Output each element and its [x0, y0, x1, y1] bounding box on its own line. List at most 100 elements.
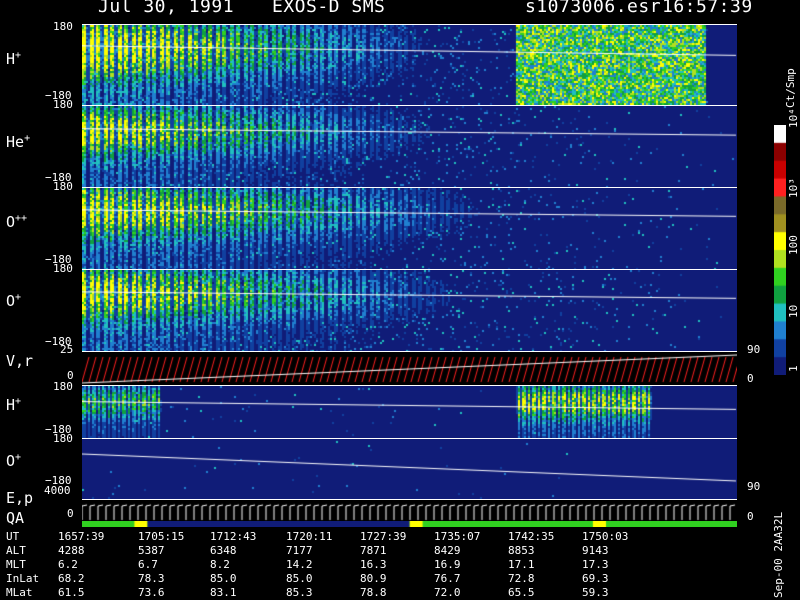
ytick-min: 0 — [67, 369, 74, 382]
colorbar-label: 10 — [787, 304, 800, 318]
ytick-max: 25 — [60, 343, 74, 356]
table-cell: 8853 — [508, 544, 535, 557]
ep-panel — [82, 499, 737, 523]
panel-label-vr: V,r — [6, 352, 34, 370]
table-row-label: MLT — [6, 558, 26, 571]
rtick-max: 90 — [747, 343, 761, 356]
qa-bar — [82, 521, 737, 527]
ytick-max: 180 — [53, 20, 73, 33]
plot-file: s1073006.esr — [525, 0, 662, 17]
ytick-max: 180 — [53, 380, 73, 393]
table-cell: 78.3 — [138, 572, 165, 585]
o-plus-lower-spectrogram — [82, 438, 737, 500]
ytick-min: −180 — [45, 474, 72, 487]
table-cell: 76.7 — [434, 572, 461, 585]
table-cell: 1720:11 — [286, 530, 333, 543]
ytick-min: −180 — [45, 423, 72, 436]
colorbar — [774, 125, 786, 375]
table-cell: 1735:07 — [434, 530, 481, 543]
ytick-min: −180 — [45, 89, 72, 102]
table-cell: 6348 — [210, 544, 237, 557]
table-cell: 85.0 — [210, 572, 237, 585]
o-plus-spectrogram — [82, 269, 737, 352]
table-cell: 85.0 — [286, 572, 313, 585]
ytick-max: 180 — [53, 98, 73, 111]
table-row-label: UT — [6, 530, 20, 543]
table-cell: 1712:43 — [210, 530, 257, 543]
table-cell: 80.9 — [360, 572, 387, 585]
table-cell: 72.0 — [434, 586, 461, 599]
rtick-max: 90 — [747, 480, 761, 493]
colorbar-label: 1 — [787, 365, 800, 372]
table-cell: 14.2 — [286, 558, 313, 571]
panel-label-ep: E,p — [6, 489, 34, 507]
table-cell: 7871 — [360, 544, 387, 557]
table-cell: 6.2 — [58, 558, 78, 571]
panel-label-o-plus-plus: O++ — [6, 213, 28, 231]
table-cell: 1657:39 — [58, 530, 105, 543]
ytick-max: 180 — [53, 180, 73, 193]
table-cell: 1705:15 — [138, 530, 185, 543]
table-cell: 1750:03 — [582, 530, 629, 543]
ytick-min: 0 — [67, 507, 74, 520]
panel-label-qa: QA — [6, 509, 25, 527]
table-row: MLat 61.5 73.6 83.1 85.3 78.8 72.0 65.5 59.3 — [0, 586, 740, 599]
table-cell: 1727:39 — [360, 530, 407, 543]
h-plus-lower-spectrogram — [82, 385, 737, 439]
table-row-label: ALT — [6, 544, 26, 557]
rtick-min: 0 — [747, 372, 754, 385]
rtick-min: 0 — [747, 510, 754, 523]
table-row-label: MLat — [6, 586, 33, 599]
vr-panel — [82, 351, 737, 386]
plot-instrument: EXOS-D SMS — [272, 0, 386, 17]
o-plus-plus-spectrogram — [82, 187, 737, 270]
table-cell: 16.3 — [360, 558, 387, 571]
table-cell: 6.7 — [138, 558, 158, 571]
colorbar-label: 10⁴ — [787, 108, 800, 128]
colorbar-label: 10³ — [787, 178, 800, 198]
ytick-min: −180 — [45, 171, 72, 184]
plot-date: Jul 30, 1991 — [98, 0, 235, 17]
table-cell: 17.1 — [508, 558, 535, 571]
table-cell: 1742:35 — [508, 530, 555, 543]
table-cell: 7177 — [286, 544, 313, 557]
table-cell: 65.5 — [508, 586, 535, 599]
table-cell: 83.1 — [210, 586, 237, 599]
ytick-max: 180 — [53, 432, 73, 445]
panel-label-h-plus-lower: H+ — [6, 396, 22, 414]
table-cell: 8.2 — [210, 558, 230, 571]
ytick-min: −180 — [45, 335, 72, 348]
table-row: MLT 6.2 6.7 8.2 14.2 16.3 16.9 17.1 17.3 — [0, 558, 740, 571]
table-cell: 4288 — [58, 544, 85, 557]
ytick-min: −180 — [45, 253, 72, 266]
ytick-max: 4000 — [44, 484, 71, 497]
panel-label-o-plus-lower: O+ — [6, 452, 22, 470]
table-cell: 16.9 — [434, 558, 461, 571]
table-cell: 78.8 — [360, 586, 387, 599]
table-row: UT 1657:39 1705:15 1712:43 1720:11 1727:39 173… — [0, 530, 740, 543]
table-cell: 73.6 — [138, 586, 165, 599]
table-cell: 8429 — [434, 544, 461, 557]
table-cell: 5387 — [138, 544, 165, 557]
colorbar-title: Ct/Smp — [784, 68, 797, 108]
table-cell: 9143 — [582, 544, 609, 557]
panel-label-he-plus: He+ — [6, 133, 31, 151]
table-cell: 72.8 — [508, 572, 535, 585]
table-cell: 85.3 — [286, 586, 313, 599]
plot-time: 16:57:39 — [662, 0, 753, 17]
table-row: InLat 68.2 78.3 85.0 85.0 80.9 76.7 72.8 69.3 — [0, 572, 740, 585]
table-row-label: InLat — [6, 572, 40, 585]
table-row: ALT 4288 5387 6348 7177 7871 8429 8853 9143 — [0, 544, 740, 557]
panel-label-h-plus: H+ — [6, 50, 22, 68]
colorbar-label: 100 — [787, 235, 800, 255]
panel-label-o-plus: O+ — [6, 292, 22, 310]
table-cell: 61.5 — [58, 586, 85, 599]
h-plus-spectrogram — [82, 24, 737, 106]
table-cell: 17.3 — [582, 558, 609, 571]
table-cell: 69.3 — [582, 572, 609, 585]
table-cell: 59.3 — [582, 586, 609, 599]
he-plus-spectrogram — [82, 105, 737, 188]
table-cell: 68.2 — [58, 572, 85, 585]
ytick-max: 180 — [53, 262, 73, 275]
